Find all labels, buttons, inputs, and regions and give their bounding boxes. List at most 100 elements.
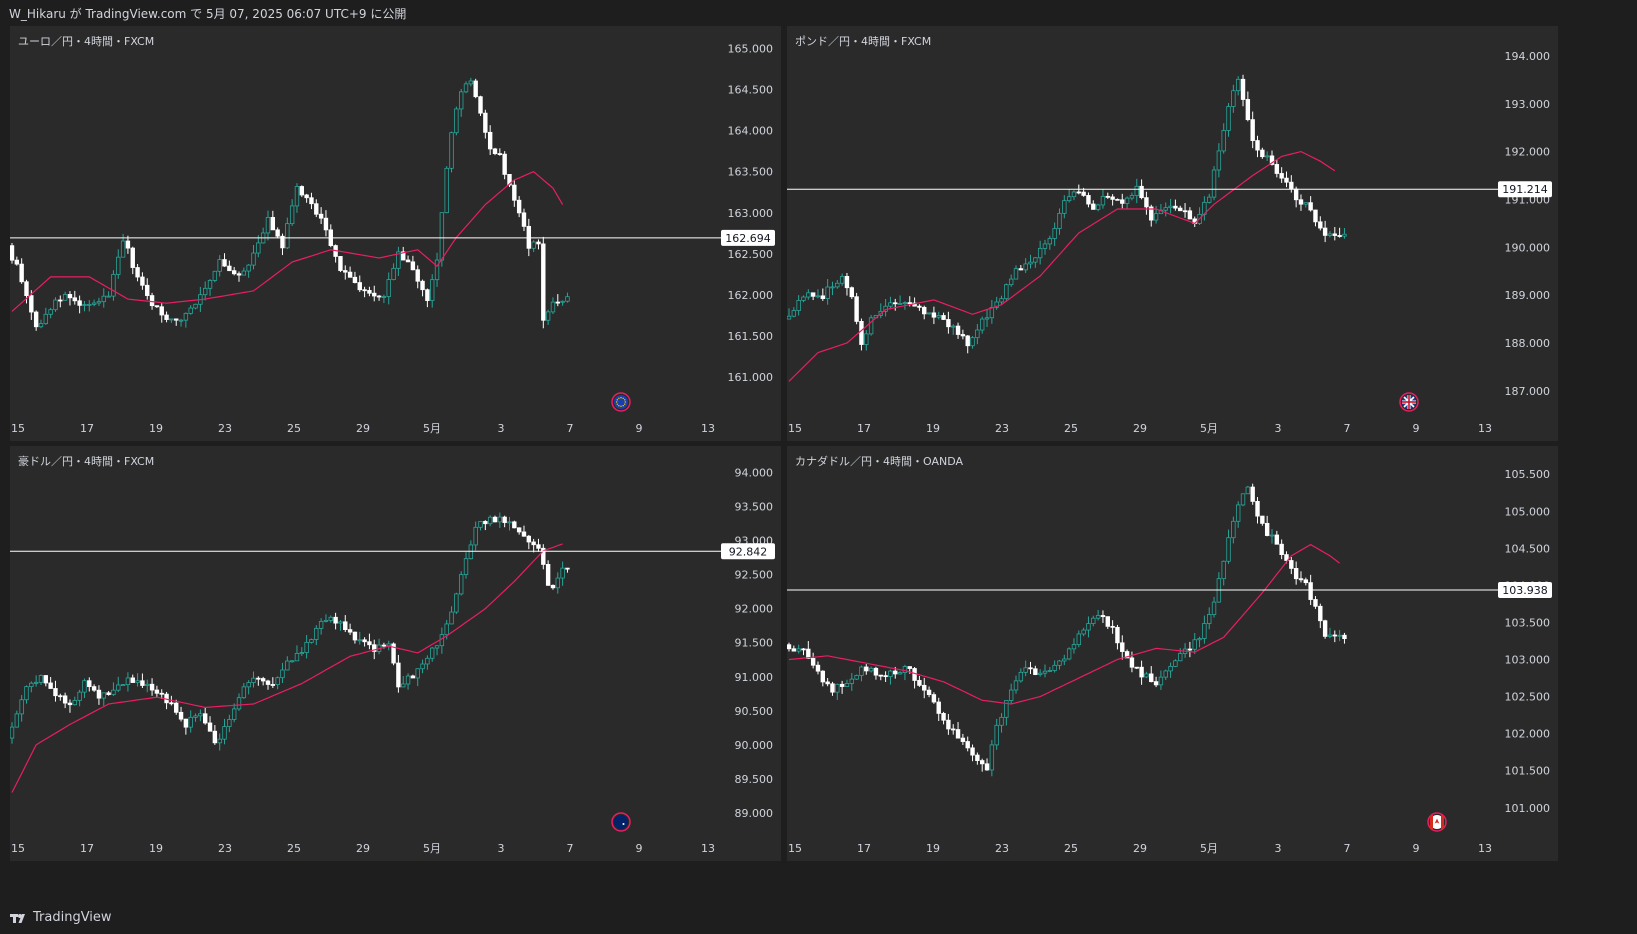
eu-flag-icon	[611, 392, 631, 412]
x-tick-label: 25	[1064, 842, 1078, 855]
footer-brand[interactable]: TradingView	[9, 910, 112, 925]
candle-body	[835, 282, 840, 288]
y-tick-label: 89.500	[735, 773, 774, 786]
candle-body	[106, 295, 111, 298]
x-tick-label: 25	[1064, 422, 1078, 435]
chart-panel-gbpjpy[interactable]: 194.000 193.000 192.000 191.000 190.000 189.0…	[787, 26, 1558, 441]
candle-body	[318, 213, 324, 219]
y-tick-label: 164.500	[728, 84, 774, 97]
candle-body	[111, 689, 116, 695]
candle-body	[1250, 486, 1255, 502]
candle-body	[839, 276, 845, 284]
chart-eurjpy[interactable]: 165.000 164.500 164.000 163.500 163.000 162.5…	[10, 26, 781, 441]
x-tick-label: 7	[567, 422, 574, 435]
candle-body	[241, 686, 247, 699]
candle-body	[960, 334, 966, 337]
candle-body	[111, 274, 116, 297]
chart-gbpjpy[interactable]: 194.000193.000192.000191.000190.000189.0…	[787, 26, 1558, 441]
x-tick-label: 13	[701, 842, 715, 855]
chart-panel-audjpy[interactable]: 94.000 93.500 93.000 92.500 92.000 91.500 91.0…	[10, 446, 781, 861]
candle-body	[169, 318, 174, 321]
candle-body	[285, 660, 290, 671]
candle-body	[381, 296, 387, 298]
candle-body	[405, 675, 411, 685]
candle-body	[936, 701, 941, 714]
candle-body	[1274, 164, 1280, 174]
candle-body	[864, 333, 869, 345]
candle-body	[38, 323, 44, 328]
candle-body	[227, 719, 232, 727]
candle-body	[1124, 651, 1130, 659]
x-tick-label: 13	[1478, 422, 1492, 435]
candle-body	[893, 302, 898, 305]
y-tick-label: 93.500	[735, 500, 774, 513]
chart-audjpy[interactable]: 94.00093.50093.00092.50092.00091.50091.0…	[10, 446, 781, 861]
candle-body	[854, 675, 859, 680]
chart-cadjpy[interactable]: 105.500105.000104.500104.000103.500103.0…	[787, 446, 1558, 861]
candle-body	[193, 303, 198, 309]
candle-body	[183, 312, 189, 321]
x-tick-label: 13	[701, 422, 715, 435]
candle-body	[810, 292, 816, 297]
candle-body	[806, 648, 811, 659]
candle-body	[48, 682, 53, 689]
y-tick-label: 188.000	[1505, 337, 1551, 350]
candle-body	[236, 273, 242, 276]
candle-body	[810, 658, 816, 666]
candle-body	[96, 301, 102, 304]
candle-body	[1264, 522, 1270, 536]
chart-panel-cadjpy[interactable]: 105.500105.000104.500104.000103.500103.0…	[787, 446, 1558, 861]
candle-body	[1023, 263, 1028, 271]
publish-info: W_Hikaru が TradingView.com で 5月 07, 2025…	[9, 7, 407, 21]
candle-body	[420, 280, 425, 291]
candle-body	[926, 312, 932, 315]
candle-body	[897, 302, 903, 305]
x-tick-label: 3	[498, 422, 505, 435]
x-tick-label: 5月	[1200, 422, 1218, 435]
candle-body	[67, 702, 73, 706]
candle-body	[430, 647, 435, 659]
candle-body	[10, 726, 15, 739]
x-tick-label: 17	[80, 842, 94, 855]
candle-body	[545, 311, 551, 321]
candle-body	[1144, 197, 1149, 208]
candle-body	[1057, 660, 1062, 666]
candle-body	[48, 309, 53, 315]
candle-body	[174, 318, 179, 321]
candle-body	[130, 677, 135, 683]
candle-body	[67, 294, 73, 299]
candle-body	[444, 623, 449, 636]
candle-body	[14, 713, 20, 728]
candle-body	[29, 295, 34, 313]
candle-body	[1120, 199, 1125, 204]
candle-body	[844, 683, 850, 687]
x-tick-label: 17	[857, 422, 871, 435]
candle-body	[1013, 680, 1019, 691]
candle-body	[1255, 500, 1260, 517]
candle-body	[1018, 671, 1024, 682]
candle-body	[922, 306, 927, 315]
candle-body	[507, 173, 512, 186]
y-tick-label: 104.500	[1505, 542, 1551, 555]
x-tick-label: 19	[149, 842, 163, 855]
candle-body	[531, 241, 536, 249]
candle-body	[367, 641, 372, 646]
x-tick-label: 3	[1275, 422, 1282, 435]
chart-panel-eurjpy[interactable]: 165.000 164.500 164.000 163.500 163.000 162.5…	[10, 26, 781, 441]
candle-body	[231, 270, 237, 275]
candle-body	[357, 282, 362, 291]
y-tick-label: 163.000	[728, 207, 774, 220]
candle-body	[96, 689, 102, 699]
candle-body	[946, 719, 951, 730]
candle-body	[955, 729, 961, 739]
candle-body	[825, 286, 830, 299]
candle-body	[796, 300, 801, 311]
candle-body	[149, 683, 155, 691]
x-tick-label: 23	[218, 422, 232, 435]
candle-body	[820, 295, 826, 299]
x-tick-label: 15	[788, 842, 802, 855]
candle-body	[497, 153, 503, 155]
candle-body	[931, 312, 937, 318]
candle-body	[1033, 257, 1038, 263]
price-label: 103.938	[1502, 584, 1548, 597]
